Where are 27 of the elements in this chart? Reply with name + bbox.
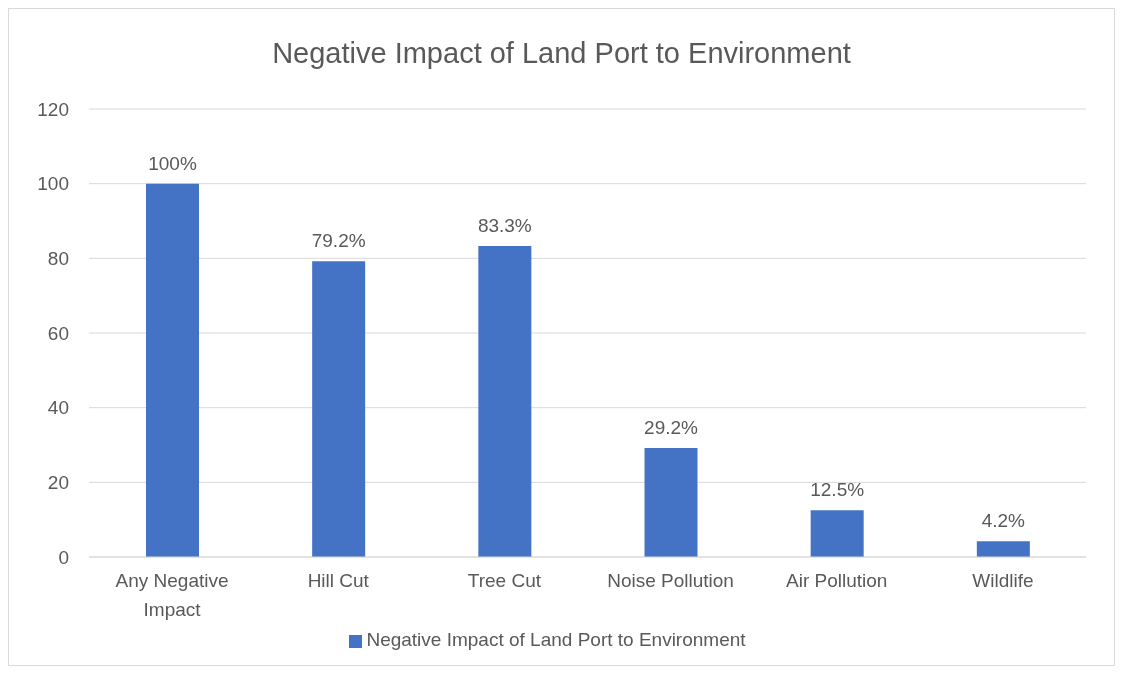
x-tick-label: Noise Pollution — [607, 570, 734, 591]
data-label: 100% — [148, 152, 197, 174]
data-label: 4.2% — [981, 510, 1026, 532]
y-tick-label: 20 — [47, 472, 69, 494]
x-tick-label: Hill Cut — [307, 570, 370, 591]
x-tick-label: Any Negative Impact — [115, 570, 229, 620]
y-tick-label: 60 — [47, 322, 69, 344]
y-tick-label: 80 — [47, 248, 69, 270]
x-tick-label: Air Pollution — [786, 570, 888, 591]
x-tick-label: Tree Cut — [467, 570, 542, 591]
bar — [644, 447, 698, 557]
bar — [976, 541, 1030, 557]
x-tick-label: Wildlife — [972, 570, 1034, 591]
data-label: 12.5% — [810, 479, 865, 501]
chart-title: Negative Impact of Land Port to Environment — [271, 37, 852, 71]
bar — [810, 510, 864, 557]
y-tick-label: 100 — [37, 173, 69, 195]
bar — [146, 183, 199, 557]
data-label: 79.2% — [311, 230, 366, 252]
y-tick-label: 120 — [37, 98, 69, 120]
bar — [312, 261, 366, 557]
data-label: 29.2% — [644, 416, 699, 438]
y-tick-label: 0 — [58, 546, 69, 568]
data-label: 83.3% — [477, 215, 532, 237]
y-tick-label: 40 — [47, 397, 69, 419]
bar — [478, 246, 532, 557]
legend-label: Negative Impact of Land Port to Environment — [366, 629, 746, 650]
